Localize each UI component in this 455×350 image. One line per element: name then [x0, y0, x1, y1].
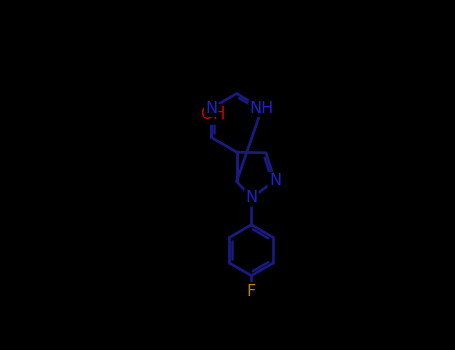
- Text: F: F: [247, 284, 256, 299]
- Text: N: N: [269, 173, 281, 188]
- Text: NH: NH: [250, 101, 274, 116]
- Text: OH: OH: [200, 105, 226, 124]
- Text: N: N: [245, 190, 258, 205]
- Text: N: N: [205, 101, 217, 116]
